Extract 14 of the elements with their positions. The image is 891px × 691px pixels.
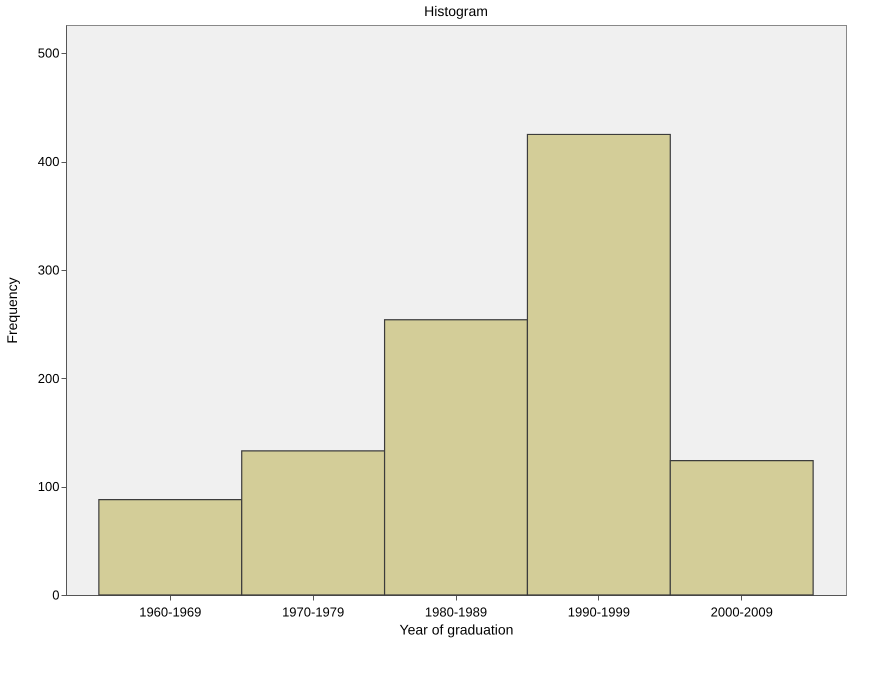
x-tick-label: 1990-1999 — [568, 604, 630, 620]
y-axis-title: Frequency — [4, 277, 20, 344]
y-tick-label: 200 — [38, 370, 60, 386]
chart-title: Histogram — [424, 3, 488, 19]
x-tick-label: 1980-1989 — [424, 604, 488, 620]
x-tick-label: 1960-1969 — [139, 604, 202, 620]
y-tick-label: 300 — [38, 262, 60, 278]
x-tick-label: 2000-2009 — [710, 604, 773, 620]
y-tick-label: 100 — [38, 479, 60, 494]
x-axis-title: Year of graduation — [400, 622, 514, 638]
y-tick-label: 400 — [38, 154, 60, 170]
x-tick-label: 1970-1979 — [282, 604, 344, 620]
y-tick-label: 0 — [52, 588, 60, 602]
y-tick-label: 500 — [38, 46, 60, 61]
